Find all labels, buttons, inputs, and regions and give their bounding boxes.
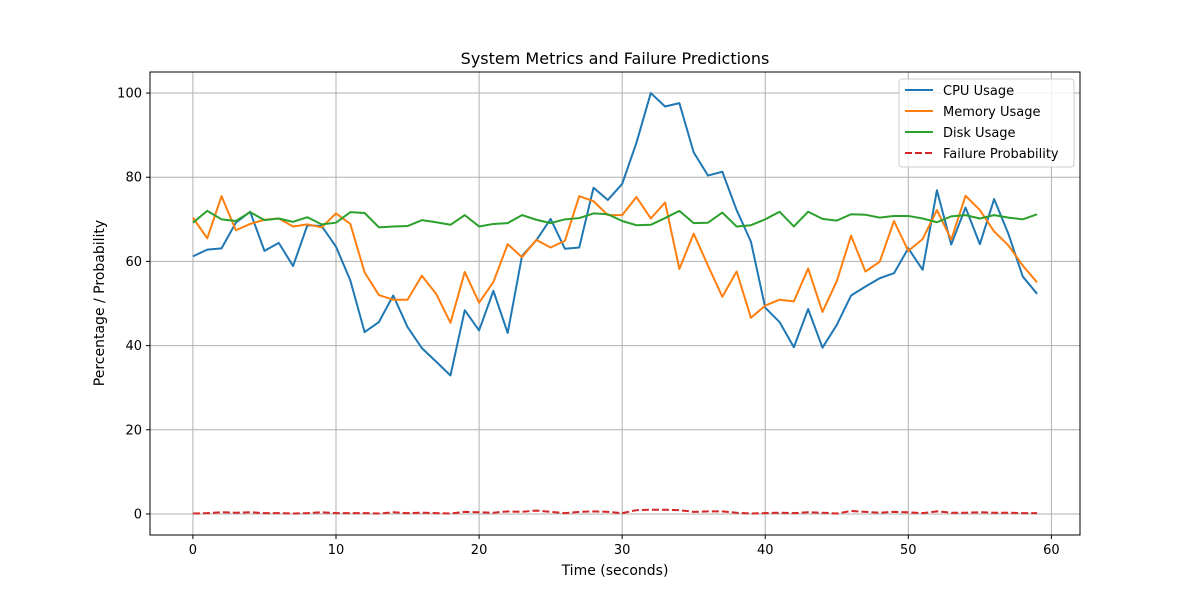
x-tick-label: 50 [900, 543, 917, 558]
legend-box [898, 78, 1075, 168]
y-axis-ticks: 0 20 40 60 80 100 [117, 87, 150, 522]
y-tick-label: 40 [125, 339, 142, 354]
series-line-cpu-usage [192, 92, 1038, 377]
y-tick-label: 0 [134, 507, 142, 522]
x-axis-ticks: 0 10 20 30 40 50 60 [189, 535, 1060, 558]
y-tick-label: 20 [125, 423, 142, 438]
series-lines [192, 92, 1038, 515]
x-tick-label: 20 [471, 543, 488, 558]
legend-label-failure-probability: Failure Probability [943, 147, 1059, 162]
y-axis-label: Percentage / Probability [92, 220, 108, 386]
x-tick-label: 40 [757, 543, 774, 558]
legend: CPU Usage Memory Usage Disk Usage Failure P… [898, 78, 1075, 168]
legend-label-cpu-usage: CPU Usage [943, 84, 1014, 99]
x-tick-label: 0 [189, 543, 197, 558]
series-line-disk-usage [192, 209, 1038, 229]
x-tick-label: 60 [1043, 543, 1060, 558]
plot-frame [149, 71, 1081, 536]
series-line-failure-probability [192, 508, 1038, 515]
x-axis-label: Time (seconds) [561, 563, 669, 579]
legend-label-memory-usage: Memory Usage [943, 105, 1041, 120]
x-tick-label: 30 [614, 543, 631, 558]
y-tick-label: 60 [125, 255, 142, 270]
y-tick-label: 100 [117, 87, 142, 102]
x-tick-label: 10 [328, 543, 345, 558]
series-line-memory-usage [192, 194, 1038, 324]
chart-title: System Metrics and Failure Predictions [461, 49, 770, 68]
y-tick-label: 80 [125, 171, 142, 186]
legend-label-disk-usage: Disk Usage [943, 126, 1016, 141]
